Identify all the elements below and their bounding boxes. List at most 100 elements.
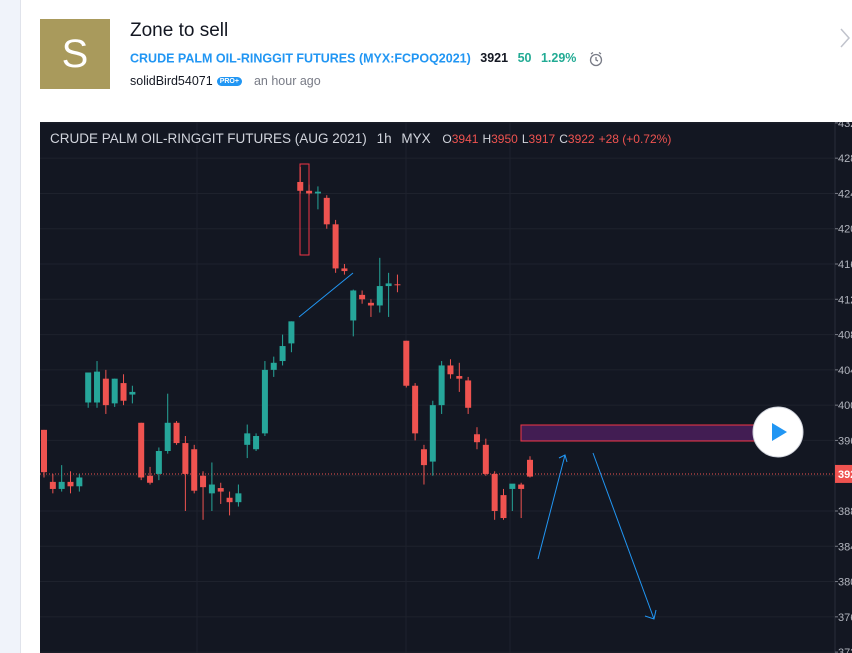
- legend-key: O: [442, 132, 451, 146]
- y-tick-label: 3760: [838, 612, 852, 624]
- avatar[interactable]: S: [40, 19, 110, 89]
- legend-title: CRUDE PALM OIL-RINGGIT FUTURES (AUG 2021…: [50, 131, 367, 146]
- candle-body: [49, 481, 56, 489]
- price-scale: [835, 122, 852, 653]
- candle-body: [253, 436, 260, 450]
- y-tick-label: 4240: [838, 188, 852, 200]
- candle-body: [394, 284, 401, 286]
- candle-body: [155, 451, 162, 474]
- sell-zone: [520, 424, 762, 442]
- candle-body: [359, 294, 366, 300]
- legend-value: 3917: [529, 132, 556, 146]
- legend-key: L: [522, 132, 529, 146]
- idea-title: Zone to sell: [130, 20, 229, 41]
- last-price-label: 3922: [838, 469, 852, 481]
- y-tick-label: 3720: [838, 647, 852, 653]
- candle-body: [226, 497, 233, 503]
- chart-background: [40, 122, 852, 653]
- sidebar-strip: [0, 0, 21, 653]
- candle-body: [509, 483, 516, 489]
- candle-body: [147, 475, 154, 483]
- candle-body: [270, 362, 277, 370]
- candle-body: [306, 190, 313, 194]
- y-tick-label: 4120: [838, 294, 852, 306]
- candle-body: [76, 477, 83, 487]
- legend-key: C: [559, 132, 568, 146]
- candle-body: [191, 449, 198, 491]
- candle-body: [412, 385, 419, 434]
- candle-body: [447, 365, 454, 375]
- drawing-line: [298, 272, 354, 318]
- candle-body: [438, 365, 445, 406]
- last-price-box: [835, 464, 852, 483]
- candle-body: [518, 484, 525, 489]
- chart-legend: CRUDE PALM OIL-RINGGIT FUTURES (AUG 2021…: [50, 131, 671, 146]
- legend-exchange: MYX: [401, 131, 430, 146]
- y-tick-label: 4080: [838, 330, 852, 342]
- candle-body: [491, 473, 498, 511]
- alert-icon[interactable]: [588, 51, 606, 67]
- next-arrow[interactable]: [838, 26, 852, 50]
- candle-body: [332, 224, 339, 269]
- symbol-code[interactable]: (MYX:FCPOQ2021): [358, 51, 471, 66]
- y-tick-label: 3800: [838, 577, 852, 589]
- candle-body: [500, 495, 507, 519]
- candle-body: [102, 378, 109, 406]
- candle-body: [173, 422, 180, 444]
- candle-body: [403, 340, 410, 386]
- candle-body: [297, 181, 304, 191]
- candle-body: [208, 484, 215, 494]
- candle-body: [465, 380, 472, 408]
- candle-body: [341, 268, 348, 272]
- play-icon: [772, 423, 787, 441]
- y-tick-label: 4160: [838, 259, 852, 271]
- candle-body: [420, 449, 427, 466]
- candle-body: [323, 197, 330, 225]
- candle-body: [138, 422, 145, 478]
- y-tick-label: 3880: [838, 506, 852, 518]
- author[interactable]: solidBird54071: [130, 74, 213, 88]
- candle-body: [111, 378, 118, 404]
- change: 50: [517, 51, 532, 66]
- y-tick-label: 4000: [838, 400, 852, 412]
- candle-body: [164, 422, 171, 452]
- candle-body: [244, 433, 251, 445]
- candle-body: [129, 391, 136, 395]
- candle-body: [182, 443, 189, 474]
- candle-body: [235, 493, 242, 503]
- legend-interval: 1h: [377, 131, 392, 146]
- legend-change: +28 (+0.72%): [599, 132, 672, 146]
- y-tick-label: 4280: [838, 153, 852, 165]
- candle-body: [217, 488, 224, 492]
- legend-value: 3922: [568, 132, 595, 146]
- candle-body: [429, 405, 436, 462]
- candle-body: [41, 429, 47, 473]
- legend-value: 3941: [452, 132, 479, 146]
- drawing-rect: [299, 163, 310, 256]
- change-pct: 1.29%: [540, 51, 577, 66]
- candle-body: [473, 434, 480, 443]
- symbol-name[interactable]: CRUDE PALM OIL-RINGGIT FUTURES: [130, 51, 356, 66]
- candle-body: [456, 376, 463, 379]
- candle-body: [288, 321, 295, 344]
- chart: 3720376038003840388039203960400040404080…: [40, 122, 852, 653]
- candle-body: [385, 283, 392, 287]
- candle-body: [261, 369, 268, 434]
- y-tick-label: 4320: [838, 122, 852, 130]
- candle-body: [67, 481, 74, 487]
- legend-value: 3950: [491, 132, 518, 146]
- candle-body: [376, 286, 383, 306]
- candle-body: [200, 475, 207, 488]
- candle-body: [120, 383, 127, 401]
- candle-body: [527, 459, 533, 477]
- y-tick-label: 4200: [838, 224, 852, 236]
- drawing-arrow: [537, 454, 568, 560]
- meta-line: solidBird54071 PRO+ an hour ago: [130, 74, 321, 88]
- y-tick-label: 3960: [838, 435, 852, 447]
- candle-body: [94, 371, 101, 403]
- candle-body: [58, 481, 65, 489]
- price: 3921: [480, 51, 509, 66]
- time: an hour ago: [253, 74, 321, 88]
